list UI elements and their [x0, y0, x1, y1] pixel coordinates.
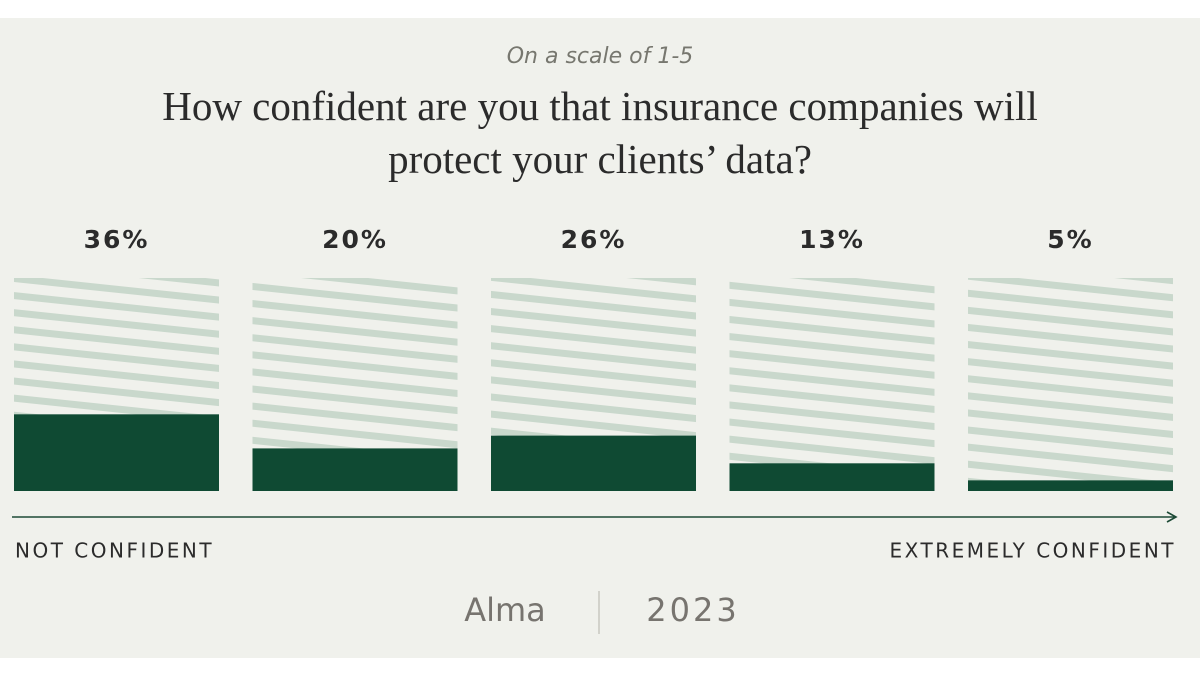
bar: [491, 435, 696, 491]
x-label-left: NOT CONFIDENT: [15, 539, 214, 563]
year: 2023: [646, 591, 739, 629]
x-label-right: EXTREMELY CONFIDENT: [890, 539, 1176, 563]
bar-background: [968, 278, 1173, 491]
subtitle: On a scale of 1-5: [506, 44, 694, 69]
bar-background: [729, 278, 935, 491]
chart-title: How confident are you that insurance com…: [162, 83, 1038, 182]
value-label: 36%: [84, 225, 150, 254]
bar: [252, 448, 458, 491]
brand: Alma: [464, 591, 546, 629]
value-label: 5%: [1047, 225, 1093, 254]
value-label: 13%: [799, 225, 865, 254]
bar: [14, 414, 219, 491]
value-label: 26%: [561, 225, 627, 254]
bar: [729, 463, 935, 491]
value-label: 20%: [322, 225, 388, 254]
bar: [968, 480, 1173, 491]
